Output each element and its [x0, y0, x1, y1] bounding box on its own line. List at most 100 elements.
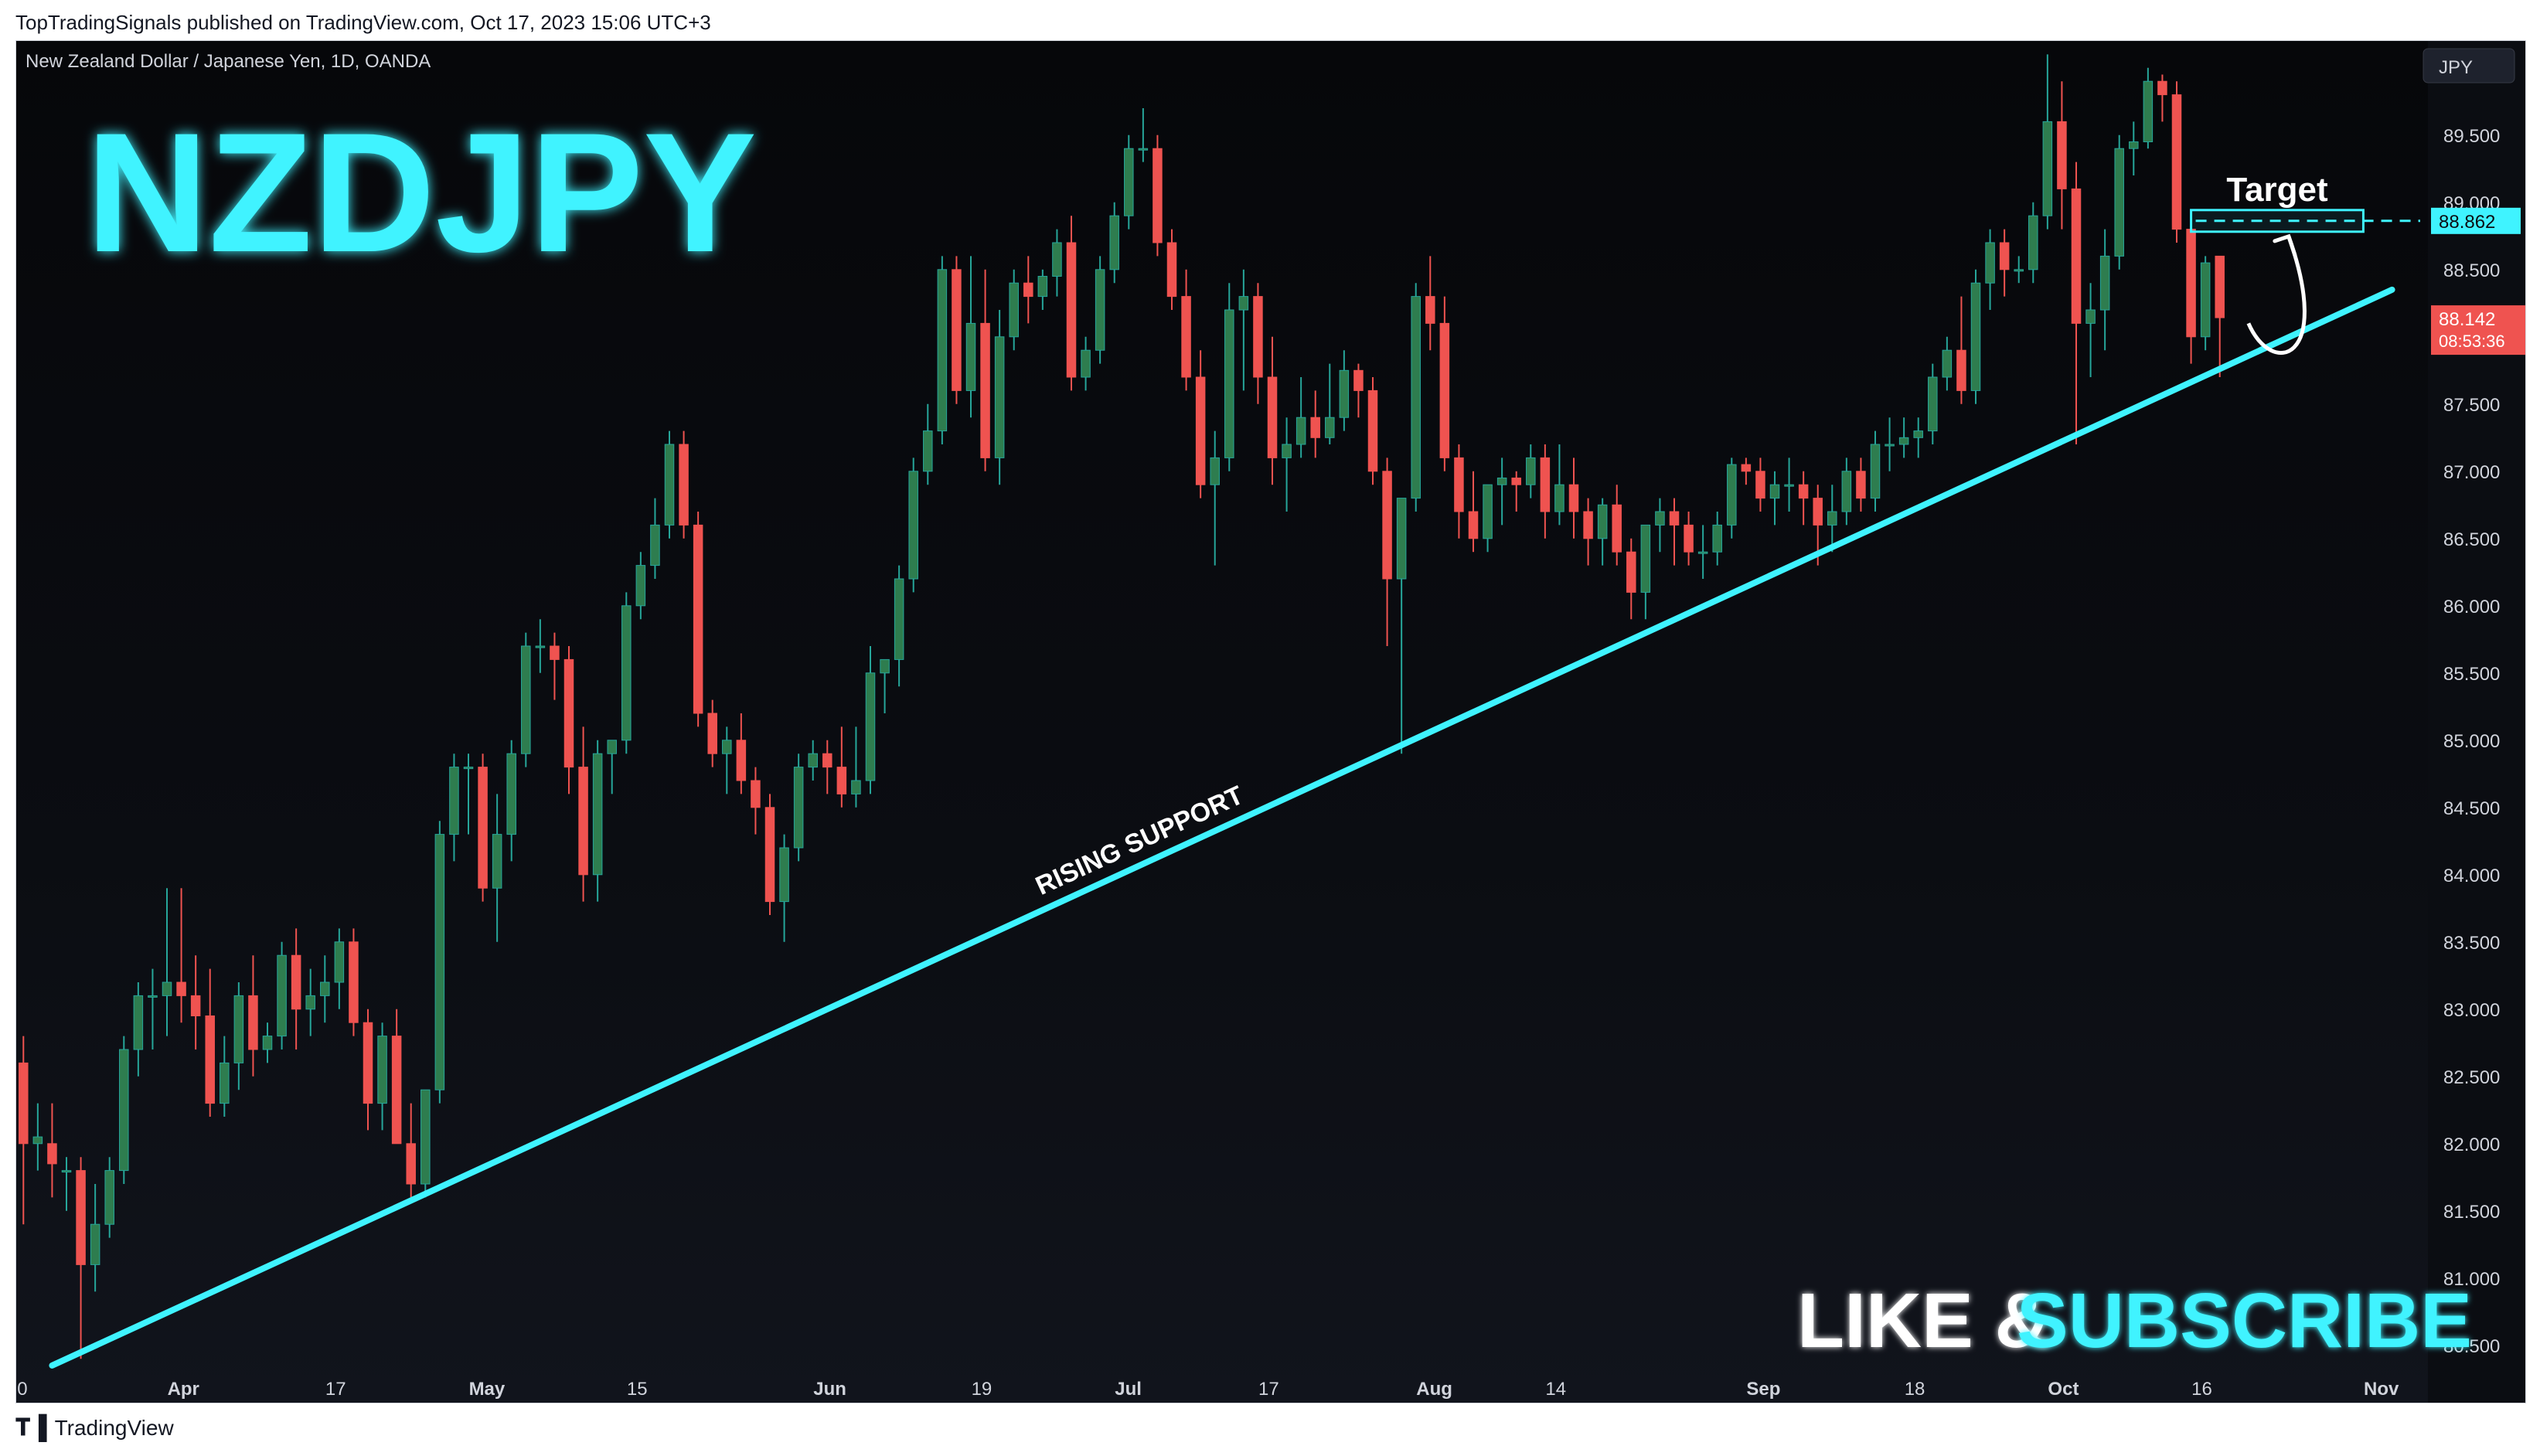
- candlestick-chart[interactable]: 80.500 81.000 81.500 82.000 82.500 83.000 83.5…: [16, 41, 2525, 1403]
- candle-down: [751, 780, 761, 808]
- candle-up: [1210, 457, 1220, 485]
- candle-down: [1568, 484, 1579, 512]
- candle-down: [291, 954, 301, 1010]
- candle-up: [1985, 242, 1995, 284]
- projection-arrow: [2246, 236, 2307, 355]
- candle-up: [434, 834, 445, 1090]
- price-tick-label: 82.000: [2443, 1135, 2500, 1155]
- footer-brand: TradingView: [54, 1416, 174, 1440]
- candle-up: [1769, 484, 1780, 499]
- candle-up: [2114, 148, 2124, 257]
- time-tick-label: 15: [627, 1379, 648, 1400]
- candle-down: [406, 1143, 416, 1185]
- candle-down: [2171, 94, 2182, 230]
- candle-down: [952, 269, 962, 391]
- candle-down: [1755, 471, 1765, 499]
- candle-down: [736, 740, 747, 781]
- candle-down: [1166, 242, 1177, 298]
- candle-up: [104, 1170, 114, 1225]
- candle-down: [1425, 296, 1435, 324]
- price-tick-label: 80.500: [2443, 1336, 2500, 1357]
- candle-down: [1626, 551, 1636, 593]
- time-axis[interactable]: 0 Apr 17 May 15 Jun 19 Jul 17 Aug 14 Sep 18 Oct 16 Nov: [17, 1379, 2399, 1400]
- candle-up: [133, 995, 144, 1050]
- time-tick-label: 0: [17, 1379, 27, 1400]
- candle-down: [563, 658, 574, 768]
- candle-down: [764, 807, 775, 903]
- candle-up: [2014, 269, 2024, 272]
- candle-up: [621, 605, 632, 741]
- candle-up: [1411, 296, 1421, 499]
- candle-up: [535, 645, 546, 648]
- candle-up: [1885, 444, 1895, 447]
- price-tick-label: 86.000: [2443, 597, 2500, 617]
- time-tick-label: 19: [972, 1379, 993, 1400]
- candle-up: [1841, 471, 1852, 512]
- currency-button[interactable]: JPY: [2423, 48, 2515, 83]
- rising-support-line: [49, 286, 2395, 1369]
- candle-up: [90, 1223, 100, 1265]
- candle-up: [1124, 148, 1134, 216]
- candle-down: [2071, 188, 2082, 324]
- symbol-info: New Zealand Dollar / Japanese Yen, 1D, O…: [26, 51, 431, 72]
- candle-down: [76, 1170, 86, 1265]
- rising-support-label: RISING SUPPORT: [1031, 781, 1248, 901]
- candle-down: [1267, 376, 1278, 458]
- candle-up: [1727, 464, 1737, 526]
- current-price-value: 88.142: [2439, 309, 2495, 330]
- price-axis[interactable]: 80.500 81.000 81.500 82.000 82.500 83.000 83.5…: [2428, 41, 2525, 1403]
- candle-up: [1928, 376, 1938, 432]
- candle-up: [937, 269, 948, 432]
- candle-up: [2028, 215, 2038, 270]
- candle-down: [1153, 148, 1163, 243]
- candle-up: [1095, 269, 1105, 351]
- time-tick-label: 18: [1905, 1379, 1925, 1400]
- candle-down: [822, 753, 832, 768]
- candle-down: [1999, 242, 2010, 270]
- candle-up: [650, 524, 660, 566]
- price-tick-label: 87.500: [2443, 395, 2500, 416]
- candle-up: [1081, 349, 1091, 378]
- price-tick-label: 85.000: [2443, 731, 2500, 752]
- candle-up: [32, 1136, 43, 1145]
- target-price-bg: [2431, 207, 2521, 234]
- candle-up: [1282, 444, 1292, 458]
- candle-down: [1023, 282, 1033, 298]
- candle-up: [233, 995, 244, 1063]
- candle-up: [1109, 215, 1119, 270]
- candle-up: [492, 834, 502, 889]
- candle-down: [1956, 349, 1966, 391]
- candle-up: [1554, 484, 1565, 512]
- time-tick-label: Sep: [1746, 1379, 1780, 1400]
- candle-up: [2085, 309, 2096, 324]
- candle-down: [1353, 369, 1364, 391]
- candle-up: [1640, 524, 1651, 593]
- time-tick-label: Jul: [1115, 1379, 1142, 1400]
- candle-down: [2057, 121, 2067, 189]
- candle-down: [980, 322, 990, 458]
- chart-panel[interactable]: 80.500 81.000 81.500 82.000 82.500 83.000 83.5…: [15, 40, 2526, 1403]
- candle-up: [1396, 498, 1407, 580]
- candle-up: [923, 430, 933, 472]
- candle-down: [1439, 322, 1450, 458]
- candle-up: [1138, 148, 1149, 151]
- candle-up: [377, 1036, 387, 1104]
- candle-up: [1898, 437, 1909, 445]
- candle-up: [449, 767, 459, 835]
- candle-down: [1468, 511, 1479, 539]
- candle-down: [1367, 390, 1378, 472]
- price-tick-label: 84.500: [2443, 798, 2500, 819]
- candle-down: [707, 713, 717, 754]
- candle-up: [793, 767, 804, 849]
- candle-up: [994, 336, 1005, 458]
- candle-up: [2099, 255, 2110, 311]
- cta-like: LIKE &: [1797, 1277, 2051, 1364]
- candle-up: [607, 740, 617, 754]
- candle-down: [1181, 296, 1191, 378]
- candle-up: [305, 995, 315, 1010]
- candle-up: [1784, 484, 1794, 487]
- candle-down: [1454, 457, 1464, 512]
- candle-up: [334, 941, 345, 983]
- time-tick-label: Nov: [2364, 1379, 2399, 1400]
- candle-down: [836, 767, 847, 794]
